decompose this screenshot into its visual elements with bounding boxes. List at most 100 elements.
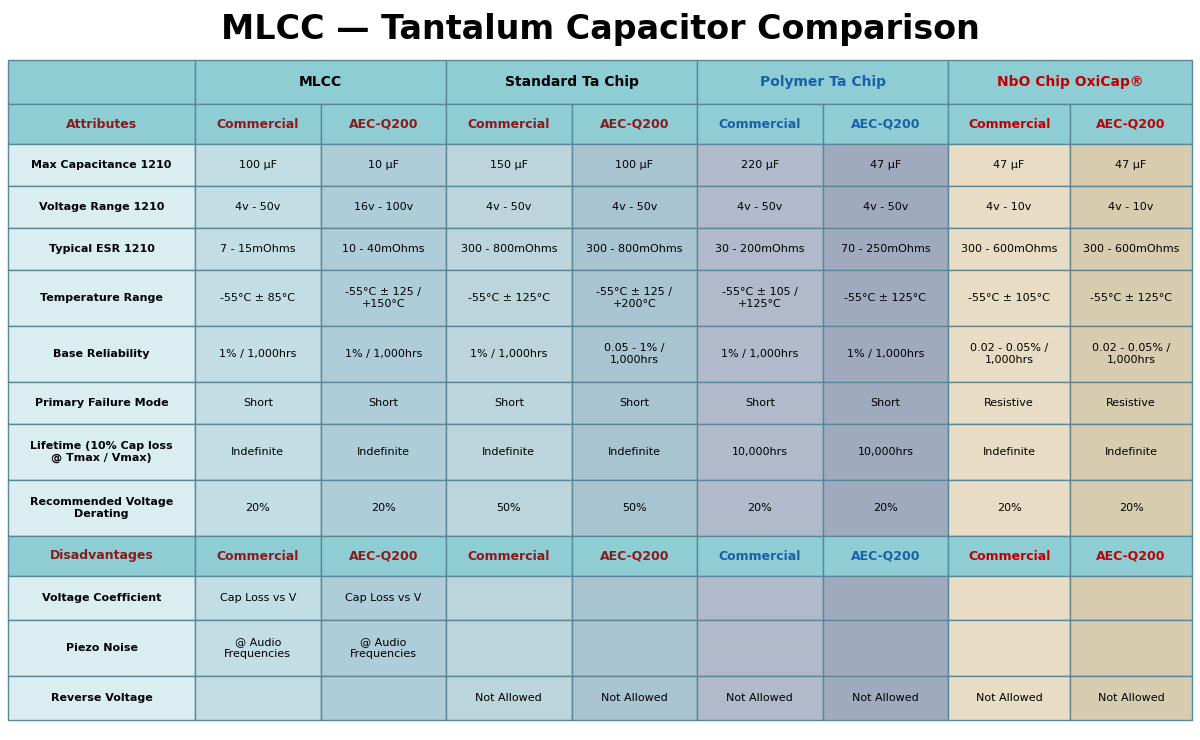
Bar bbox=[446, 424, 571, 480]
Text: 50%: 50% bbox=[622, 503, 647, 513]
Text: 1% / 1,000hrs: 1% / 1,000hrs bbox=[470, 349, 547, 359]
Text: 4v - 50v: 4v - 50v bbox=[737, 202, 782, 212]
Bar bbox=[320, 676, 446, 720]
Bar bbox=[8, 326, 196, 382]
Bar bbox=[1070, 144, 1192, 186]
Bar bbox=[8, 576, 196, 620]
Text: 20%: 20% bbox=[246, 503, 270, 513]
Text: Indefinite: Indefinite bbox=[356, 447, 410, 457]
Text: 4v - 10v: 4v - 10v bbox=[1109, 202, 1153, 212]
Text: 20%: 20% bbox=[748, 503, 773, 513]
Text: 50%: 50% bbox=[497, 503, 521, 513]
Bar bbox=[446, 186, 571, 228]
Text: 1% / 1,000hrs: 1% / 1,000hrs bbox=[847, 349, 924, 359]
Bar bbox=[446, 382, 571, 424]
Text: AEC-Q200: AEC-Q200 bbox=[851, 118, 920, 130]
Text: 0.05 - 1% /
1,000hrs: 0.05 - 1% / 1,000hrs bbox=[604, 343, 665, 366]
Bar bbox=[320, 228, 446, 270]
Bar bbox=[196, 576, 320, 620]
Bar bbox=[571, 480, 697, 536]
Text: -55°C ± 105 /
+125°C: -55°C ± 105 / +125°C bbox=[722, 287, 798, 309]
Bar bbox=[196, 382, 320, 424]
Bar bbox=[948, 228, 1070, 270]
Bar bbox=[822, 104, 948, 144]
Bar bbox=[446, 536, 571, 576]
Text: -55°C ± 125 /
+150°C: -55°C ± 125 / +150°C bbox=[346, 287, 421, 309]
Bar bbox=[320, 480, 446, 536]
Text: 20%: 20% bbox=[997, 503, 1021, 513]
Bar bbox=[8, 480, 196, 536]
Bar bbox=[320, 536, 446, 576]
Bar bbox=[822, 382, 948, 424]
Bar bbox=[697, 382, 822, 424]
Text: Attributes: Attributes bbox=[66, 118, 137, 130]
Bar bbox=[822, 228, 948, 270]
Text: 300 - 800mOhms: 300 - 800mOhms bbox=[461, 244, 557, 254]
Bar bbox=[697, 326, 822, 382]
Text: -55°C ± 125°C: -55°C ± 125°C bbox=[468, 293, 550, 303]
Text: @ Audio
Frequencies: @ Audio Frequencies bbox=[350, 637, 416, 659]
Bar bbox=[1070, 228, 1192, 270]
Bar bbox=[571, 104, 697, 144]
Bar bbox=[1070, 536, 1192, 576]
Bar bbox=[948, 144, 1070, 186]
Bar bbox=[446, 480, 571, 536]
Text: Short: Short bbox=[494, 398, 524, 408]
Text: AEC-Q200: AEC-Q200 bbox=[348, 118, 418, 130]
Text: 220 µF: 220 µF bbox=[740, 160, 779, 170]
Bar bbox=[320, 424, 446, 480]
Bar bbox=[446, 270, 571, 326]
Bar bbox=[822, 676, 948, 720]
Bar bbox=[320, 620, 446, 676]
Text: 10,000hrs: 10,000hrs bbox=[857, 447, 913, 457]
Bar bbox=[697, 144, 822, 186]
Bar bbox=[697, 186, 822, 228]
Bar bbox=[446, 228, 571, 270]
Bar bbox=[196, 270, 320, 326]
Bar bbox=[948, 480, 1070, 536]
Bar bbox=[697, 424, 822, 480]
Text: 20%: 20% bbox=[371, 503, 396, 513]
Text: Commercial: Commercial bbox=[968, 118, 1050, 130]
Bar bbox=[8, 382, 196, 424]
Bar bbox=[571, 382, 697, 424]
Bar bbox=[571, 620, 697, 676]
Text: 10 - 40mOhms: 10 - 40mOhms bbox=[342, 244, 425, 254]
Bar bbox=[571, 270, 697, 326]
Bar bbox=[948, 186, 1070, 228]
Text: Indefinite: Indefinite bbox=[232, 447, 284, 457]
Text: Lifetime (10% Cap loss
@ Tmax / Vmax): Lifetime (10% Cap loss @ Tmax / Vmax) bbox=[30, 440, 173, 463]
Bar bbox=[822, 144, 948, 186]
Text: @ Audio
Frequencies: @ Audio Frequencies bbox=[224, 637, 292, 659]
Bar bbox=[196, 104, 320, 144]
Bar bbox=[1070, 576, 1192, 620]
Text: Cap Loss vs V: Cap Loss vs V bbox=[220, 593, 296, 603]
Bar bbox=[8, 186, 196, 228]
Bar bbox=[196, 60, 446, 104]
Text: AEC-Q200: AEC-Q200 bbox=[600, 118, 670, 130]
Text: Short: Short bbox=[368, 398, 398, 408]
Bar bbox=[1070, 676, 1192, 720]
Text: Cap Loss vs V: Cap Loss vs V bbox=[346, 593, 421, 603]
Text: 10,000hrs: 10,000hrs bbox=[732, 447, 788, 457]
Text: AEC-Q200: AEC-Q200 bbox=[348, 550, 418, 562]
Bar bbox=[320, 270, 446, 326]
Text: Commercial: Commercial bbox=[217, 550, 299, 562]
Text: Commercial: Commercial bbox=[217, 118, 299, 130]
Text: 100 µF: 100 µF bbox=[239, 160, 277, 170]
Text: Commercial: Commercial bbox=[468, 118, 550, 130]
Text: Temperature Range: Temperature Range bbox=[40, 293, 163, 303]
Bar bbox=[196, 676, 320, 720]
Bar bbox=[571, 186, 697, 228]
Text: 47 µF: 47 µF bbox=[1115, 160, 1147, 170]
Bar bbox=[822, 536, 948, 576]
Bar bbox=[697, 228, 822, 270]
Bar bbox=[697, 676, 822, 720]
Bar bbox=[571, 676, 697, 720]
Text: 100 µF: 100 µF bbox=[616, 160, 653, 170]
Text: Commercial: Commercial bbox=[468, 550, 550, 562]
Bar bbox=[320, 144, 446, 186]
Text: Not Allowed: Not Allowed bbox=[852, 693, 919, 703]
Bar bbox=[822, 186, 948, 228]
Text: MLCC — Tantalum Capacitor Comparison: MLCC — Tantalum Capacitor Comparison bbox=[221, 13, 979, 47]
